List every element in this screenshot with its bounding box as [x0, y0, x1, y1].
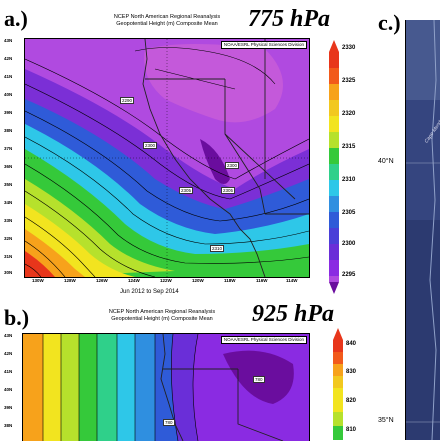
lon-tick: 122W: [160, 278, 172, 283]
lat-tick: 39N: [4, 405, 13, 410]
lat-tick: 33N: [4, 218, 13, 223]
panel-b-title: NCEP North American Regional Reanalysis …: [74, 309, 250, 323]
colorbar-label: 2305: [342, 210, 356, 216]
lat-tick: 42N: [4, 351, 13, 356]
panel-a-title-line1: NCEP North American Regional Reanalysis: [113, 14, 221, 20]
panel-b-colorbar: [333, 328, 343, 440]
contour-label: 780: [253, 376, 265, 383]
lat-tick: 35N: [4, 182, 13, 187]
panel-a-colorbar: [329, 40, 339, 294]
lon-tick: 114W: [286, 278, 298, 283]
panel-b-level: 925 hPa: [252, 301, 335, 327]
lat-tick: 38N: [4, 128, 13, 133]
colorbar-label: 2325: [342, 78, 356, 84]
contour-label: 2300: [225, 162, 240, 169]
contour-label: 2310: [210, 245, 225, 252]
lat-tick: 32N: [4, 236, 13, 241]
contour-label: 2290: [120, 97, 135, 104]
colorbar-label: 2320: [342, 111, 356, 117]
panel-a-title-line2: Geopotential Height (m) Composite Mean: [116, 21, 218, 27]
panel-a-colorbar-labels: 2330 2325 2320 2315 2310 2305 2300 2295: [342, 40, 372, 294]
panel-a-label: a.): [4, 6, 28, 31]
panel-a-level: 775 hPa: [248, 6, 331, 32]
panel-a-title: NCEP North American Regional Reanalysis …: [82, 14, 252, 28]
lat-tick: 38N: [4, 423, 13, 428]
colorbar-label: 840: [346, 341, 357, 347]
colorbar-label: 820: [346, 398, 357, 404]
panel-b-title-line2: Geopotential Height (m) Composite Mean: [111, 316, 213, 322]
panel-a-map: NOAA/ESRL Physical Sciences Division 229…: [24, 38, 310, 278]
lat-tick: 42N: [4, 56, 13, 61]
contour-label: 780: [163, 419, 175, 426]
panel-b-lat-axis: 43N 42N 41N 40N 39N 38N: [4, 333, 22, 440]
panel-b-colorbar-labels: 840 830 820 810: [346, 328, 374, 440]
panel-c-lat-label: 35°N: [378, 417, 394, 424]
panel-b-title-line1: NCEP North American Regional Reanalysis: [108, 309, 216, 315]
colorbar-label: 2300: [342, 241, 356, 247]
lat-tick: 30N: [4, 270, 13, 275]
panel-c-label: c.): [378, 10, 401, 35]
lat-tick: 39N: [4, 110, 13, 115]
lat-tick: 37N: [4, 146, 13, 151]
lat-tick: 40N: [4, 92, 13, 97]
lat-tick: 41N: [4, 74, 13, 79]
lat-tick: 41N: [4, 369, 13, 374]
colorbar-label: 830: [346, 369, 357, 375]
lon-tick: 126W: [96, 278, 108, 283]
lat-tick: 36N: [4, 164, 13, 169]
contour-label: 2305: [221, 187, 236, 194]
lat-tick: 34N: [4, 200, 13, 205]
panel-a-date-range: Jun 2012 to Sep 2014: [120, 289, 179, 295]
contour-label: 2300: [143, 142, 158, 149]
colorbar-label: 810: [346, 427, 357, 433]
colorbar-label: 2310: [342, 177, 356, 183]
panel-c-satellite-graphic: [406, 20, 440, 440]
panel-b-label: b.): [4, 305, 30, 330]
lat-tick: 31N: [4, 254, 13, 259]
lon-tick: 120W: [192, 278, 204, 283]
lon-tick: 118W: [224, 278, 236, 283]
panel-a-credit: NOAA/ESRL Physical Sciences Division: [220, 41, 307, 49]
panel-c-lat-label: 40°N: [378, 158, 394, 165]
colorbar-label: 2315: [342, 144, 356, 150]
panel-b-map-graphic: [23, 334, 309, 441]
lat-tick: 43N: [4, 333, 13, 338]
panel-c-satellite-image: Cape Mendo: [405, 20, 440, 440]
lon-tick: 116W: [256, 278, 268, 283]
lon-tick: 130W: [32, 278, 44, 283]
colorbar-label: 2330: [342, 45, 356, 51]
contour-label: 2305: [179, 187, 194, 194]
colorbar-label: 2295: [342, 272, 356, 278]
lat-tick: 40N: [4, 387, 13, 392]
lat-tick: 43N: [4, 38, 13, 43]
panel-a-map-graphic: [25, 39, 309, 277]
panel-a-lat-axis: 43N 42N 41N 40N 39N 38N 37N 36N 35N 34N …: [4, 38, 24, 276]
panel-a-lon-axis: 130W 128W 126W 124W 122W 120W 118W 116W …: [24, 278, 308, 288]
panel-b-map: NOAA/ESRL Physical Sciences Division 780…: [22, 333, 310, 441]
lon-tick: 128W: [64, 278, 76, 283]
panel-b-credit: NOAA/ESRL Physical Sciences Division: [220, 336, 307, 344]
lon-tick: 124W: [128, 278, 140, 283]
